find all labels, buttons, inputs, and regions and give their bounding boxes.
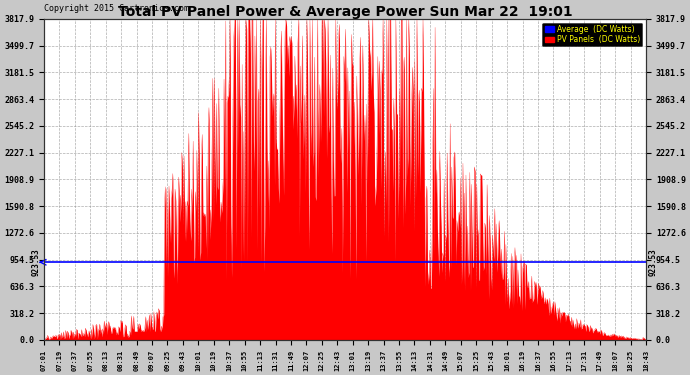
Text: 923.53: 923.53 (649, 248, 658, 276)
Title: Total PV Panel Power & Average Power Sun Mar 22  19:01: Total PV Panel Power & Average Power Sun… (118, 5, 572, 19)
Legend: Average  (DC Watts), PV Panels  (DC Watts): Average (DC Watts), PV Panels (DC Watts) (542, 23, 642, 46)
Text: 923.53: 923.53 (32, 248, 41, 276)
Text: Copyright 2015 Cartronics.com: Copyright 2015 Cartronics.com (44, 3, 189, 12)
